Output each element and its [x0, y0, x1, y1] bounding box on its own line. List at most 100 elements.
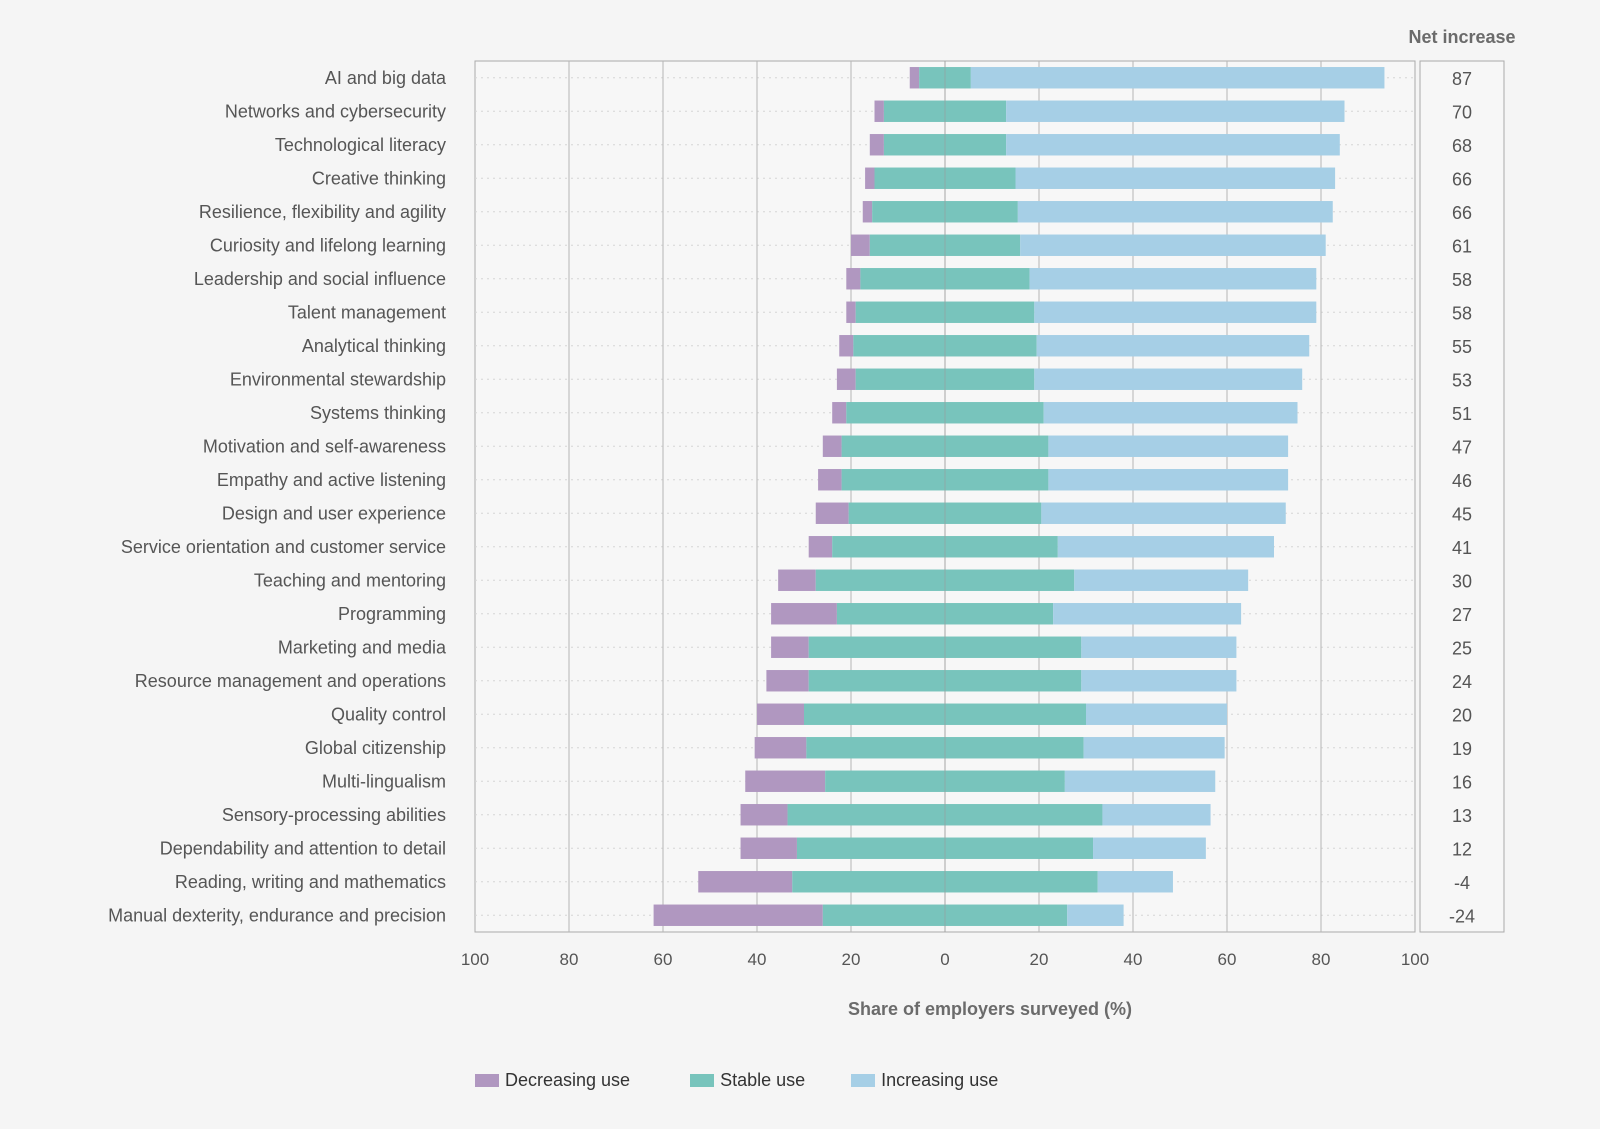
bar-decreasing	[766, 670, 809, 692]
net-increase-value: 24	[1452, 672, 1472, 692]
x-tick-label: 80	[1312, 950, 1331, 969]
category-label: Global citizenship	[305, 738, 446, 758]
category-label: Programming	[338, 604, 446, 624]
bar-decreasing	[745, 770, 826, 792]
category-label: Teaching and mentoring	[254, 570, 446, 590]
bar-increasing	[1020, 234, 1326, 256]
net-increase-value: 51	[1452, 404, 1472, 424]
legend-swatch-decreasing	[475, 1074, 499, 1087]
net-increase-value: 58	[1452, 270, 1472, 290]
legend-swatch-increasing	[851, 1074, 876, 1087]
bar-increasing	[1015, 167, 1336, 189]
bar-increasing	[1043, 402, 1298, 424]
bar-decreasing	[822, 435, 842, 457]
legend-swatch-stable	[690, 1074, 715, 1087]
category-label: Design and user experience	[222, 503, 446, 523]
bar-decreasing	[865, 167, 875, 189]
category-label: Empathy and active listening	[217, 470, 446, 490]
bar-decreasing	[836, 368, 856, 390]
category-label: Multi-lingualism	[322, 771, 446, 791]
net-increase-value: 87	[1452, 69, 1472, 89]
net-increase-value: -4	[1454, 873, 1470, 893]
bar-increasing	[1057, 536, 1274, 558]
bar-decreasing	[757, 703, 804, 725]
category-labels: AI and big data Networks and cybersecurit…	[108, 68, 447, 926]
net-increase-value: 27	[1452, 605, 1472, 625]
net-increase-value: 12	[1452, 839, 1472, 859]
bar-decreasing	[740, 837, 797, 859]
bar-increasing	[1067, 904, 1124, 926]
bar-decreasing	[771, 636, 809, 658]
bar-increasing	[970, 67, 1385, 89]
net-increase-value: 55	[1452, 337, 1472, 357]
net-increase-value: 19	[1452, 739, 1472, 759]
category-label: Systems thinking	[310, 403, 446, 423]
legend-item-decreasing: Decreasing use	[475, 1070, 630, 1091]
bar-decreasing	[778, 569, 816, 591]
net-increase-value: -24	[1449, 906, 1475, 926]
x-tick-label: 60	[654, 950, 673, 969]
category-label: Talent management	[288, 302, 446, 322]
net-increase-value: 53	[1452, 370, 1472, 390]
bar-decreasing	[846, 268, 861, 290]
x-tick-label: 60	[1218, 950, 1237, 969]
x-axis-title: Share of employers surveyed (%)	[848, 999, 1132, 1019]
net-increase-value: 68	[1452, 136, 1472, 156]
bar-increasing	[1053, 603, 1242, 625]
bar-increasing	[1048, 435, 1289, 457]
category-label: Marketing and media	[278, 637, 447, 657]
net-increase-value: 45	[1452, 504, 1472, 524]
category-label: Quality control	[331, 704, 446, 724]
net-increase-value: 47	[1452, 437, 1472, 457]
x-axis-ticks: 100 80 60 40 20 0 20 40 60 80 100	[461, 950, 1429, 969]
category-label: Leadership and social influence	[194, 269, 446, 289]
category-label: Manual dexterity, endurance and precisio…	[108, 905, 446, 925]
legend-label-stable: Stable use	[720, 1070, 806, 1090]
bar-decreasing	[869, 134, 884, 156]
category-label: AI and big data	[325, 68, 447, 88]
net-increase-value: 16	[1452, 772, 1472, 792]
category-label: Reading, writing and mathematics	[175, 872, 446, 892]
category-label: Analytical thinking	[302, 336, 446, 356]
bar-increasing	[1017, 201, 1333, 223]
bar-decreasing	[851, 234, 870, 256]
bar-increasing	[1006, 100, 1345, 122]
bar-increasing	[1102, 804, 1211, 826]
net-increase-value: 66	[1452, 203, 1472, 223]
bar-decreasing	[653, 904, 823, 926]
net-increase-value: 70	[1452, 102, 1472, 122]
net-increase-value: 20	[1452, 705, 1472, 725]
net-increase-value: 13	[1452, 806, 1472, 826]
net-increase-values: 87 70 68 66 66 61 58 58 55 53 51 47 46 45 41 30 27 25 24 20…	[1449, 69, 1475, 927]
x-tick-label: 100	[461, 950, 489, 969]
bar-increasing	[1006, 134, 1340, 156]
category-label: Service orientation and customer service	[121, 537, 446, 557]
category-label: Dependability and attention to detail	[160, 838, 446, 858]
category-label: Creative thinking	[312, 168, 446, 188]
bar-decreasing	[862, 201, 873, 223]
bar-increasing	[1086, 703, 1227, 725]
bar-increasing	[1097, 871, 1173, 893]
bar-decreasing	[846, 301, 856, 323]
bar-decreasing	[815, 502, 849, 524]
bars-layer	[653, 61, 1385, 932]
bar-decreasing	[832, 402, 847, 424]
bar-increasing	[1048, 469, 1289, 491]
net-increase-value: 61	[1452, 236, 1472, 256]
category-label: Curiosity and lifelong learning	[210, 235, 446, 255]
bar-decreasing	[771, 603, 837, 625]
bar-decreasing	[808, 536, 833, 558]
bar-increasing	[1034, 368, 1303, 390]
category-label: Resource management and operations	[135, 671, 446, 691]
category-label: Sensory-processing abilities	[222, 805, 446, 825]
bar-decreasing	[754, 737, 807, 759]
bar-decreasing	[839, 335, 854, 357]
bar-increasing	[1074, 569, 1249, 591]
legend-label-increasing: Increasing use	[881, 1070, 999, 1090]
bar-decreasing	[874, 100, 884, 122]
x-tick-label: 100	[1401, 950, 1429, 969]
bar-increasing	[1083, 737, 1225, 759]
net-increase-value: 46	[1452, 471, 1472, 491]
